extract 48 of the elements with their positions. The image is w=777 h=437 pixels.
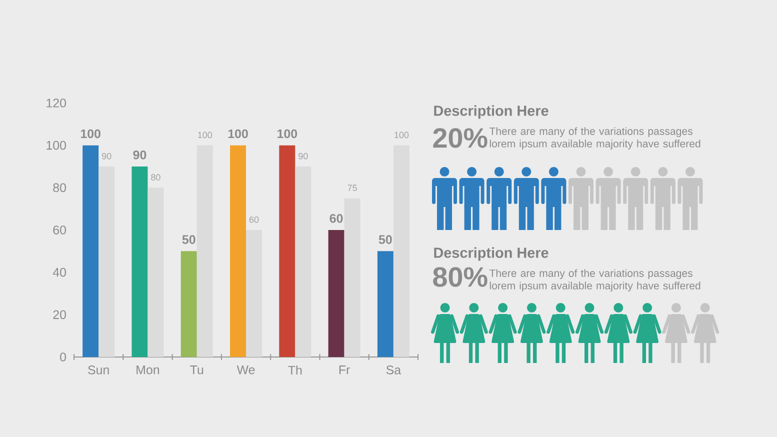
bar [196, 145, 213, 357]
text: 20% [433, 128, 488, 148]
data-label: 100 [394, 132, 409, 138]
bar [82, 145, 99, 357]
data-label: 60 [330, 214, 343, 223]
bar [180, 251, 197, 357]
data-label: 50 [378, 235, 392, 244]
data-label: 80 [151, 174, 160, 180]
data-label: 75 [348, 184, 357, 192]
text: There are many of the variations passages lorem ipsum available majority have suffered [489, 269, 700, 292]
data-label: 90 [102, 152, 112, 160]
bar [344, 198, 360, 357]
y-tick-label: 100 [46, 140, 66, 150]
bar [132, 166, 148, 357]
bar [295, 166, 312, 357]
text: Description Here [434, 247, 548, 261]
y-tick-label: 60 [53, 226, 66, 234]
bar [246, 230, 262, 357]
data-label: 60 [249, 216, 259, 223]
bar [328, 230, 344, 357]
data-label: 90 [298, 152, 308, 160]
bar [279, 145, 296, 357]
y-tick-label: 20 [53, 310, 66, 320]
x-tick-label: Th [288, 366, 302, 375]
text: There are many of the variations passages lorem ipsum available majority have suffered [489, 127, 700, 150]
x-tick-label: We [236, 366, 255, 374]
bar [377, 251, 394, 357]
x-tick-label: Sun [88, 366, 109, 374]
y-tick-label: 80 [53, 183, 66, 192]
bar [98, 166, 115, 357]
data-label: 100 [80, 129, 100, 138]
data-label: 90 [133, 150, 146, 160]
y-tick-label: 0 [60, 352, 66, 362]
x-tick-label: Fr [339, 366, 350, 374]
x-tick-label: Mon [136, 366, 160, 374]
y-tick-label: 40 [52, 268, 66, 277]
data-label: 50 [182, 235, 196, 244]
data-label: 100 [228, 129, 248, 138]
bar [148, 188, 164, 357]
text: 80% [433, 267, 488, 287]
text: Description Here [434, 105, 548, 119]
bar [393, 145, 410, 357]
data-label: 100 [278, 129, 298, 138]
x-tick-label: Sa [386, 366, 402, 374]
data-label: 100 [198, 132, 212, 138]
x-tick-label: Tu [190, 366, 204, 374]
y-tick-label: 120 [46, 98, 66, 108]
bar [230, 145, 246, 357]
